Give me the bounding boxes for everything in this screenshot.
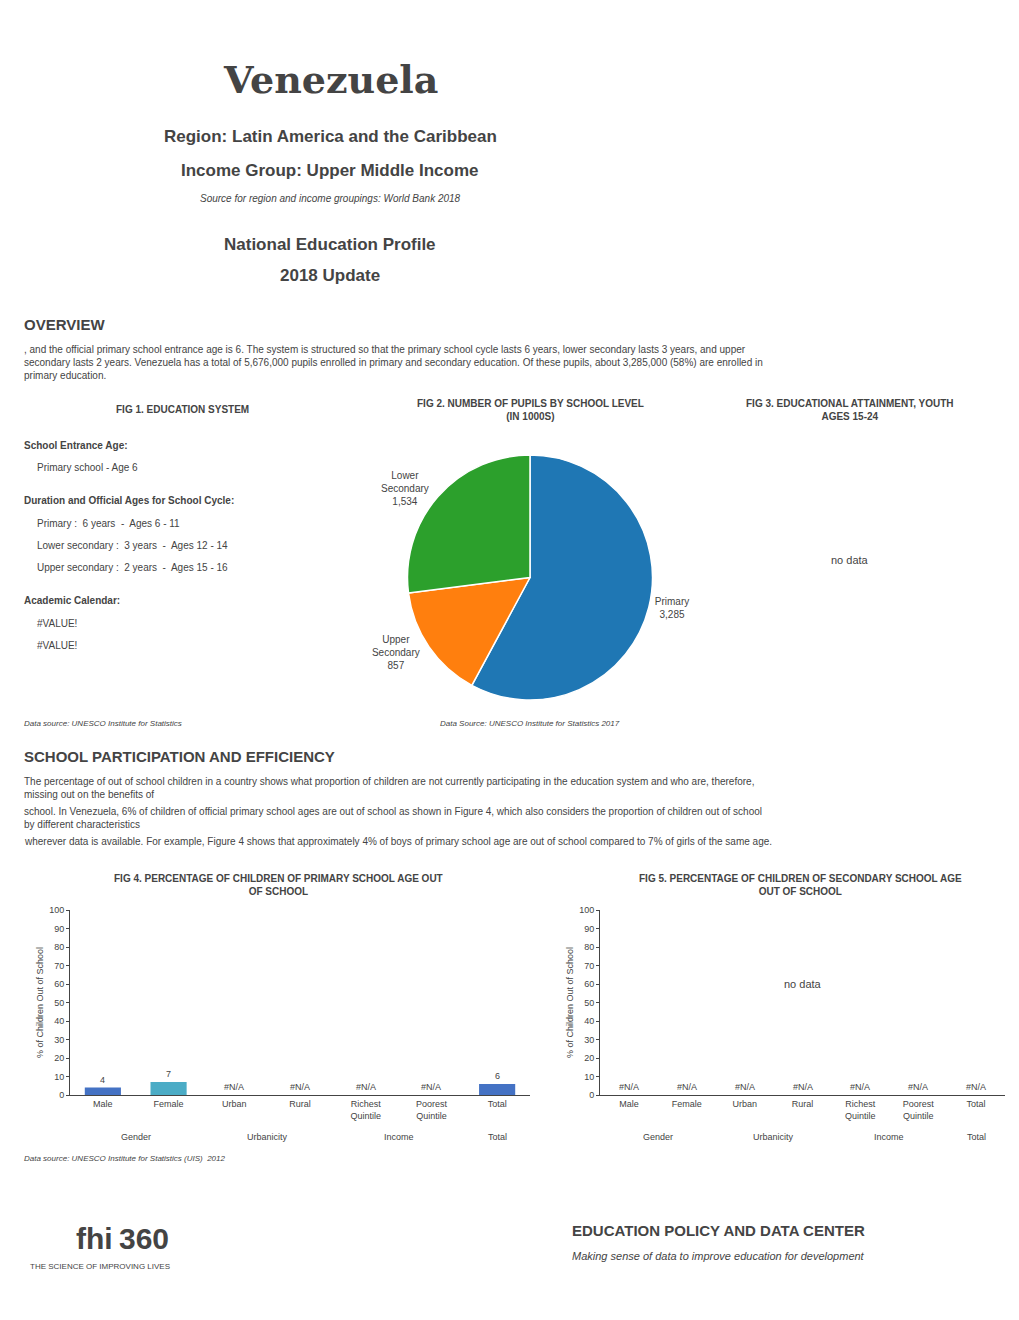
svg-text:2018 Update: 2018 Update [280,266,380,285]
svg-text:Rural: Rural [289,1099,311,1109]
svg-text:60: 60 [54,979,64,989]
svg-text:School Entrance Age:: School Entrance Age: [24,440,128,451]
svg-text:0: 0 [589,1090,594,1100]
svg-text:20: 20 [54,1053,64,1063]
svg-text:#N/A: #N/A [735,1082,755,1092]
svg-text:Income Group: Upper Middle Inc: Income Group: Upper Middle Income [181,161,479,180]
svg-text:50: 50 [584,998,594,1008]
svg-text:#N/A: #N/A [356,1082,376,1092]
svg-text:#VALUE!: #VALUE! [37,640,77,651]
svg-text:fhi: fhi [76,1222,113,1255]
svg-text:FIG 3. EDUCATIONAL ATTAINMENT,: FIG 3. EDUCATIONAL ATTAINMENT, YOUTHAGES… [746,398,954,422]
svg-text:PoorestQuintile: PoorestQuintile [903,1099,935,1121]
svg-text:#N/A: #N/A [290,1082,310,1092]
svg-text:Rural: Rural [792,1099,814,1109]
svg-text:school. In Venezuela, 6% of ch: school. In Venezuela, 6% of children of … [24,806,762,830]
svg-text:Region: Latin America and the: Region: Latin America and the Caribbean [164,127,497,146]
svg-text:Data source: UNESCO Institute: Data source: UNESCO Institute for Statis… [24,1154,226,1163]
svg-text:THE SCIENCE OF IMPROVING LIVES: THE SCIENCE OF IMPROVING LIVES [30,1262,170,1271]
svg-text:Gender: Gender [121,1132,151,1142]
svg-text:90: 90 [54,924,64,934]
svg-text:The percentage of out of schoo: The percentage of out of school children… [24,776,754,800]
svg-text:Lower secondary : 3 years -: Lower secondary : 3 years - Ages 12 - 14 [37,540,228,551]
svg-text:90: 90 [584,924,594,934]
svg-text:PoorestQuintile: PoorestQuintile [416,1099,448,1121]
svg-text:Urban: Urban [222,1099,247,1109]
svg-text:Duration and Official Ages for: Duration and Official Ages for School Cy… [24,495,234,506]
svg-text:70: 70 [54,961,64,971]
svg-text:Urbanicity: Urbanicity [247,1132,288,1142]
svg-text:wherever data is available. Fo: wherever data is available. For example,… [24,836,772,847]
svg-text:60: 60 [584,979,594,989]
svg-text:360: 360 [119,1222,169,1255]
svg-text:Venezuela: Venezuela [223,57,438,102]
svg-text:40: 40 [584,1016,594,1026]
svg-text:Total: Total [488,1099,507,1109]
svg-text:80: 80 [54,942,64,952]
svg-text:Total: Total [967,1132,986,1142]
svg-text:Income: Income [384,1132,414,1142]
svg-text:6: 6 [495,1071,500,1081]
svg-text:#VALUE!: #VALUE! [37,618,77,629]
svg-text:RichestQuintile: RichestQuintile [845,1099,876,1121]
svg-text:#N/A: #N/A [793,1082,813,1092]
svg-text:50: 50 [54,998,64,1008]
svg-text:FIG 4. PERCENTAGE OF CHILDREN: FIG 4. PERCENTAGE OF CHILDREN OF PRIMARY… [114,873,443,897]
svg-text:UpperSecondary857: UpperSecondary857 [372,634,420,671]
svg-text:0: 0 [59,1090,64,1100]
svg-text:EDUCATION POLICY AND DATA CENT: EDUCATION POLICY AND DATA CENTER [572,1222,865,1239]
svg-text:Upper secondary : 2 years -: Upper secondary : 2 years - Ages 15 - 16 [37,562,228,573]
svg-text:Male: Male [619,1099,639,1109]
svg-text:#N/A: #N/A [619,1082,639,1092]
svg-text:#N/A: #N/A [421,1082,441,1092]
svg-text:Primary school - Age 6: Primary school - Age 6 [37,462,138,473]
svg-text:FIG 5. PERCENTAGE OF CHILDREN: FIG 5. PERCENTAGE OF CHILDREN OF SECONDA… [639,873,962,897]
svg-text:LowerSecondary1,534: LowerSecondary1,534 [381,470,429,507]
svg-text:Gender: Gender [643,1132,673,1142]
svg-text:Urban: Urban [732,1099,757,1109]
svg-text:Source for region and income g: Source for region and income groupings: … [200,193,461,204]
svg-text:Male: Male [93,1099,113,1109]
svg-text:Making sense of data to improv: Making sense of data to improve educatio… [572,1250,865,1262]
svg-text:Total: Total [967,1099,986,1109]
svg-text:#N/A: #N/A [966,1082,986,1092]
svg-text:20: 20 [584,1053,594,1063]
svg-text:Primary3,285: Primary3,285 [655,596,689,620]
svg-text:70: 70 [584,961,594,971]
svg-text:10: 10 [54,1072,64,1082]
svg-text:Data source: UNESCO Institute: Data source: UNESCO Institute for Statis… [24,719,182,728]
svg-text:Female: Female [154,1099,184,1109]
svg-text:Urbanicity: Urbanicity [753,1132,794,1142]
svg-text:no data: no data [784,978,822,990]
svg-text:#N/A: #N/A [224,1082,244,1092]
svg-text:Total: Total [488,1132,507,1142]
svg-text:30: 30 [54,1035,64,1045]
svg-text:4: 4 [100,1075,105,1085]
svg-text:Academic Calendar:: Academic Calendar: [24,595,120,606]
svg-text:Primary : 6 years - Ages 6: Primary : 6 years - Ages 6 - 11 [37,518,180,529]
svg-text:40: 40 [54,1016,64,1026]
svg-text:OVERVIEW: OVERVIEW [24,316,105,333]
svg-text:10: 10 [584,1072,594,1082]
svg-text:#N/A: #N/A [908,1082,928,1092]
svg-text:Income: Income [874,1132,904,1142]
svg-text:80: 80 [584,942,594,952]
svg-text:% of Children Out of School: % of Children Out of School [565,947,575,1058]
svg-text:7: 7 [166,1069,171,1079]
svg-text:Female: Female [672,1099,702,1109]
svg-text:no data: no data [831,554,869,566]
svg-text:% of Children Out of School: % of Children Out of School [35,947,45,1058]
svg-text:FIG 1. EDUCATION SYSTEM: FIG 1. EDUCATION SYSTEM [116,404,249,415]
svg-text:FIG 2. NUMBER OF PUPILS BY SCH: FIG 2. NUMBER OF PUPILS BY SCHOOL LEVEL(… [417,398,644,422]
svg-text:#N/A: #N/A [850,1082,870,1092]
svg-text:, and the official primary sch: , and the official primary school entran… [24,344,763,381]
svg-text:RichestQuintile: RichestQuintile [350,1099,381,1121]
svg-text:SCHOOL PARTICIPATION AND EFFIC: SCHOOL PARTICIPATION AND EFFICIENCY [24,748,335,765]
svg-text:National Education Profile: National Education Profile [224,235,436,254]
svg-text:#N/A: #N/A [677,1082,697,1092]
svg-text:30: 30 [584,1035,594,1045]
svg-text:100: 100 [49,905,64,915]
svg-text:Data Source: UNESCO Institute: Data Source: UNESCO Institute for Statis… [440,719,620,728]
svg-text:100: 100 [579,905,594,915]
